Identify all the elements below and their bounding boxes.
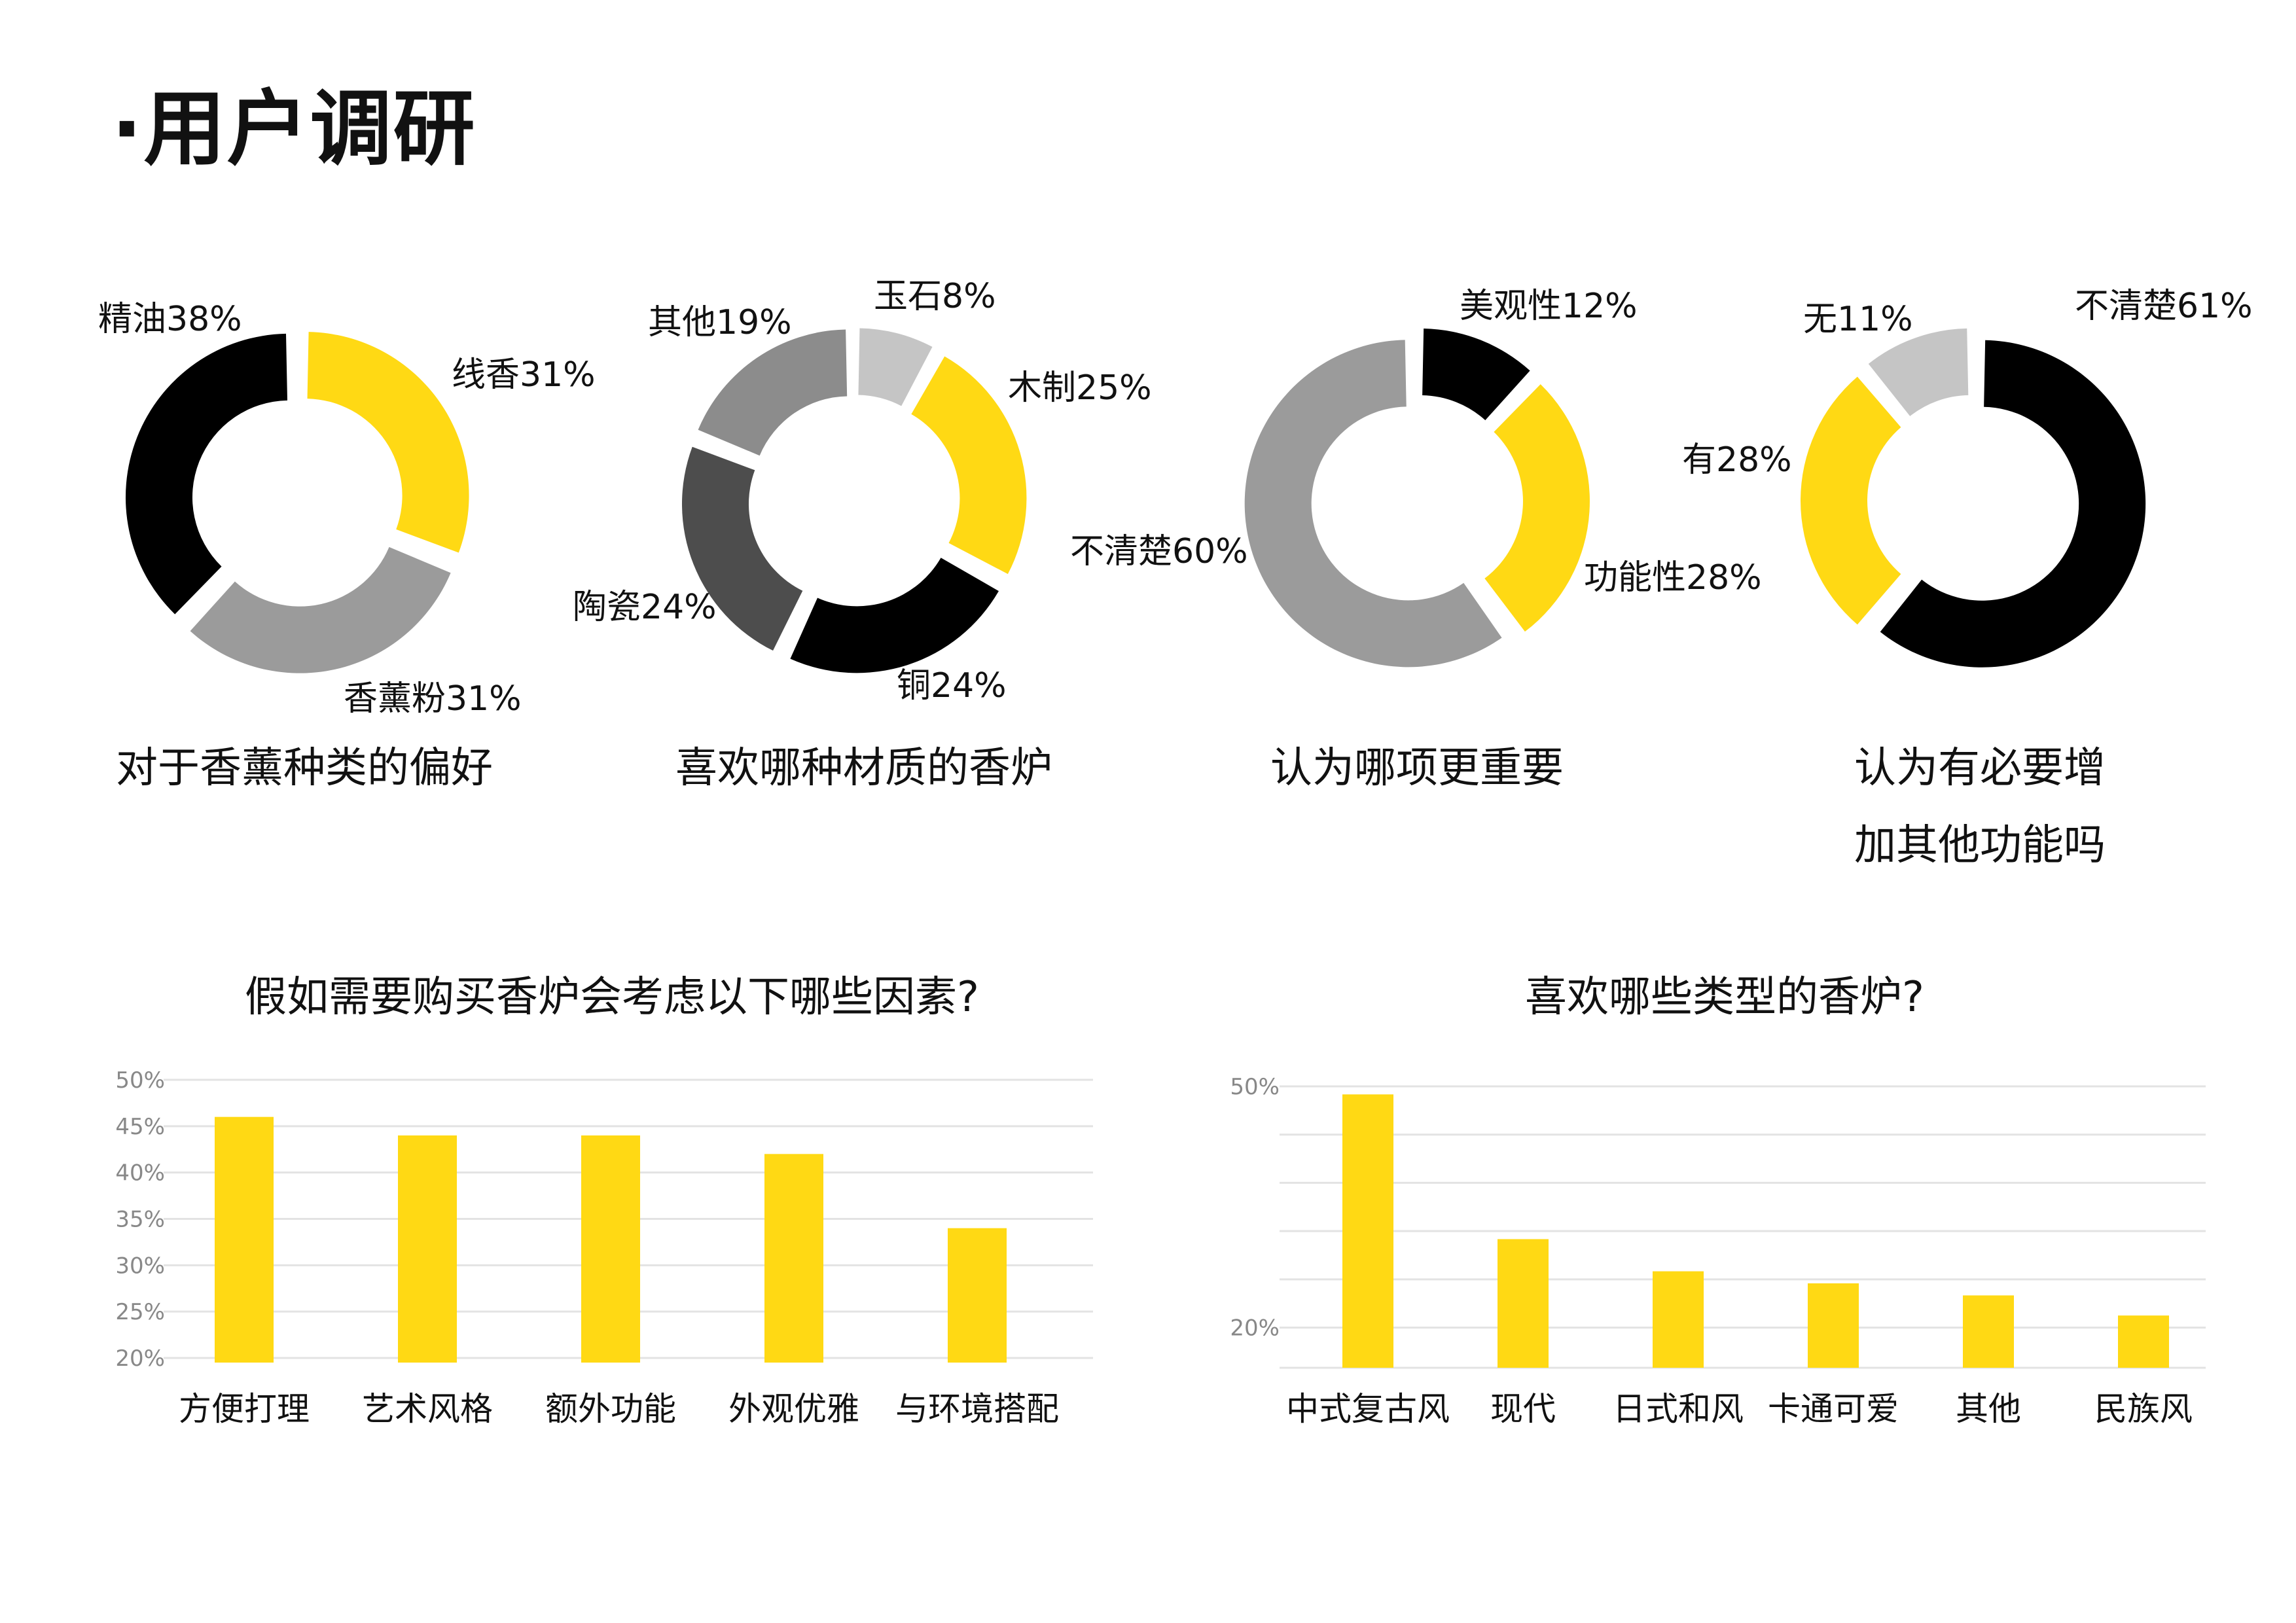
slice-label: 线香31%: [452, 355, 596, 395]
category-label: 现代: [1490, 1390, 1556, 1428]
donut-chart-2: 玉石8% 木制25% 铜24% 陶瓷24% 其他19% 喜欢哪种材质的香炉: [573, 277, 1152, 793]
slice-label: 香薰粉31%: [344, 679, 522, 719]
chart-caption: 认为有必要增: [1854, 744, 2106, 793]
chart-caption: 加其他功能吗: [1854, 821, 2106, 870]
donut-slice: [1880, 340, 2146, 668]
bar: [1498, 1239, 1549, 1368]
y-tick-label: 25%: [115, 1299, 165, 1325]
bar: [398, 1135, 457, 1363]
bar-chart-title: 喜欢哪些类型的香炉?: [1525, 973, 1924, 1022]
y-tick-label: 20%: [1230, 1315, 1280, 1342]
y-tick-label: 50%: [115, 1067, 165, 1094]
category-label: 其他: [1956, 1390, 2021, 1428]
bar: [948, 1228, 1007, 1363]
bar: [1963, 1295, 2014, 1368]
bar-chart-title: 假如需要购买香炉会考虑以下哪些因素?: [245, 973, 979, 1022]
chart-caption: 对于香薰种类的偏好: [116, 744, 493, 793]
category-label: 卡通可爱: [1768, 1390, 1899, 1428]
y-tick-label: 45%: [115, 1114, 165, 1140]
category-label: 外观优雅: [728, 1390, 859, 1428]
page-title: ·用户调研: [111, 82, 476, 177]
slice-label: 陶瓷24%: [573, 588, 717, 627]
donut-slice: [911, 356, 1027, 575]
donut-slice: [698, 329, 848, 456]
bar: [1653, 1271, 1704, 1368]
category-label: 中式复古风: [1286, 1390, 1450, 1428]
slice-label: 功能性28%: [1584, 558, 1762, 597]
y-tick-label: 35%: [115, 1207, 165, 1233]
category-label: 民族风: [2094, 1390, 2193, 1428]
category-label: 方便打理: [179, 1390, 310, 1428]
donut-slice: [307, 332, 469, 553]
slice-label: 不清楚61%: [2075, 287, 2253, 326]
donut-slice: [858, 328, 933, 406]
slice-label: 其他19%: [648, 303, 792, 342]
y-tick-label: 40%: [115, 1160, 165, 1186]
bar: [1808, 1283, 1859, 1368]
chart-caption: 认为哪项更重要: [1270, 744, 1564, 793]
y-tick-label: 50%: [1230, 1074, 1280, 1100]
slice-label: 木制25%: [1008, 368, 1152, 408]
chart-caption: 喜欢哪种材质的香炉: [675, 744, 1052, 793]
donut-slice: [1868, 328, 1969, 416]
donut-slice: [190, 546, 451, 673]
donut-slice: [1422, 329, 1530, 421]
donut-slice: [1800, 376, 1901, 625]
slice-label: 无11%: [1803, 300, 1913, 339]
donut-slice: [1484, 384, 1590, 632]
donut-slice: [1244, 340, 1502, 668]
category-label: 额外功能: [545, 1390, 676, 1428]
bar: [215, 1116, 274, 1363]
slice-label: 铜24%: [897, 666, 1007, 705]
y-tick-label: 30%: [115, 1253, 165, 1279]
donut-slice: [681, 446, 803, 651]
bar: [1342, 1094, 1393, 1368]
donut-chart-3: 美观性12% 功能性28% 不清楚60% 认为哪项更重要: [1070, 287, 1762, 793]
slice-label: 精油38%: [98, 300, 242, 339]
category-label: 日式和风: [1613, 1390, 1744, 1428]
slice-label: 美观性12%: [1460, 287, 1638, 326]
bar-chart-2: 喜欢哪些类型的香炉? 20% 50% 中式复古风 现代 日式和风 卡通可爱 其他 民族风: [1230, 973, 2206, 1428]
bar: [764, 1154, 823, 1363]
donut-slice: [790, 558, 999, 673]
slice-label: 玉石8%: [874, 277, 996, 316]
slice-label: 有28%: [1682, 440, 1792, 480]
category-label: 与环境搭配: [895, 1390, 1059, 1428]
donut-chart-1: 线香31% 香薰粉31% 精油38% 对于香薰种类的偏好: [98, 300, 596, 793]
y-tick-label: 20%: [115, 1346, 165, 1372]
category-label: 艺术风格: [362, 1390, 493, 1428]
bar: [581, 1135, 640, 1363]
bar-chart-1: 假如需要购买香炉会考虑以下哪些因素? 20% 25% 30% 35% 40% 45% 50% 方…: [115, 973, 1093, 1428]
donut-slice: [125, 333, 288, 615]
bar: [2118, 1315, 2169, 1368]
slice-label: 不清楚60%: [1070, 532, 1248, 571]
